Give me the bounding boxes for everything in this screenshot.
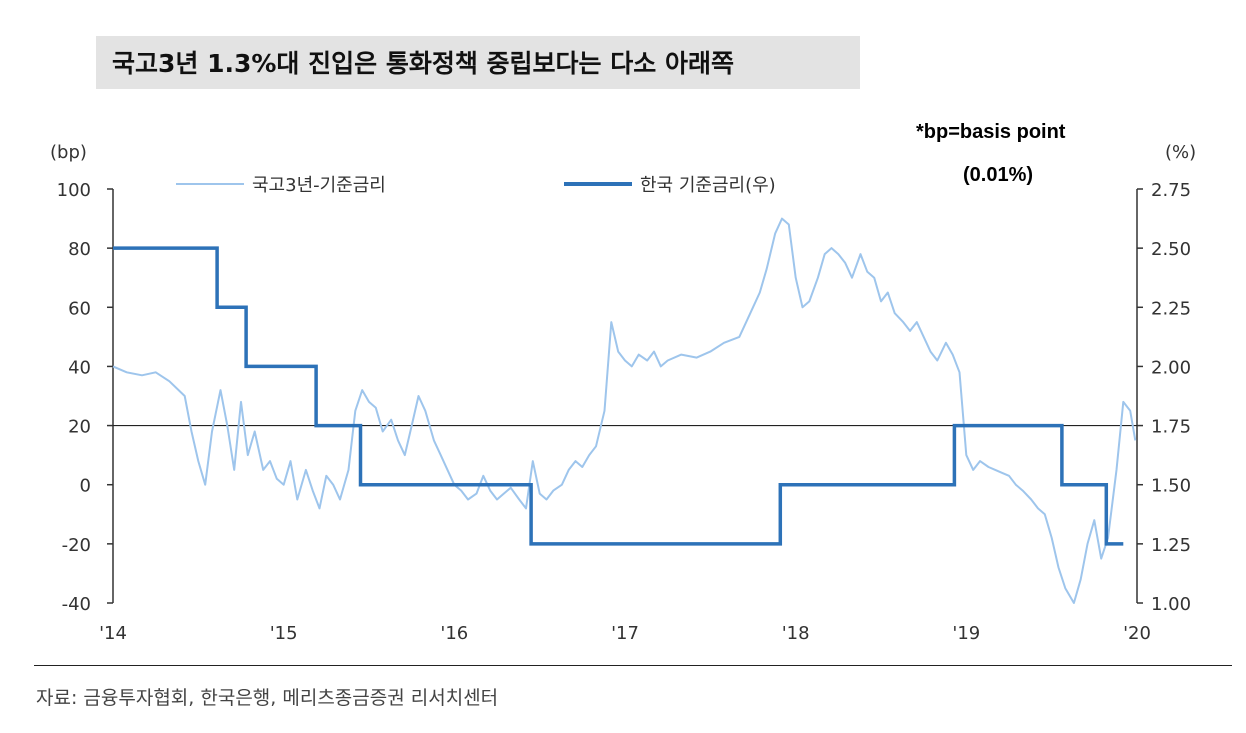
- right-tick-label: 1.75: [1151, 417, 1191, 438]
- left-tick-label: 20: [68, 417, 91, 438]
- axes: 100 80 60 40 20 0 -20 -40 2.75 2.50 2.25 2.00 1.75 1.…: [50, 142, 1196, 644]
- right-tick-label: 2.00: [1151, 357, 1191, 378]
- left-tick-label: 80: [68, 239, 91, 260]
- left-tick-label: 40: [68, 357, 91, 378]
- left-tick-label: 60: [68, 298, 91, 319]
- right-tick-label: 2.25: [1151, 298, 1191, 319]
- x-tick-label: '15: [270, 623, 298, 644]
- source-divider: [34, 665, 1232, 666]
- x-tick-label: '17: [611, 623, 639, 644]
- legend: 국고3년-기준금리 한국 기준금리(우): [176, 175, 776, 196]
- left-tick-label: -20: [62, 535, 91, 556]
- series-group: [112, 217, 1137, 604]
- right-axis-unit: (%): [1165, 142, 1196, 163]
- legend-label-base-rate: 한국 기준금리(우): [640, 175, 776, 196]
- x-tick-label: '16: [440, 623, 468, 644]
- x-tick-label: '14: [99, 623, 127, 644]
- legend-label-spread: 국고3년-기준금리: [252, 175, 386, 196]
- x-tick-label: '19: [952, 623, 980, 644]
- note-basis-point-value: (0.01%): [963, 164, 1034, 186]
- series-line-base-rate: [113, 246, 1124, 546]
- right-tick-label: 2.50: [1151, 239, 1191, 260]
- left-tick-label: -40: [62, 594, 91, 615]
- right-tick-label: 1.25: [1151, 535, 1191, 556]
- source-note: 자료: 금융투자협회, 한국은행, 메리츠종금증권 리서치센터: [36, 687, 499, 709]
- note-basis-point: *bp=basis point: [916, 121, 1066, 143]
- left-tick-label: 0: [80, 476, 91, 497]
- chart-title: 국고3년 1.3%대 진입은 통화정책 중립보다는 다소 아래쪽: [112, 49, 734, 78]
- series-line-spread: [112, 217, 1137, 604]
- left-axis-unit: (bp): [50, 142, 87, 163]
- title-box: [96, 36, 860, 89]
- left-tick-label: 100: [57, 180, 91, 201]
- x-tick-label: '20: [1123, 623, 1151, 644]
- right-tick-label: 1.50: [1151, 476, 1191, 497]
- x-tick-label: '18: [782, 623, 810, 644]
- right-tick-label: 2.75: [1151, 180, 1191, 201]
- right-tick-label: 1.00: [1151, 594, 1191, 615]
